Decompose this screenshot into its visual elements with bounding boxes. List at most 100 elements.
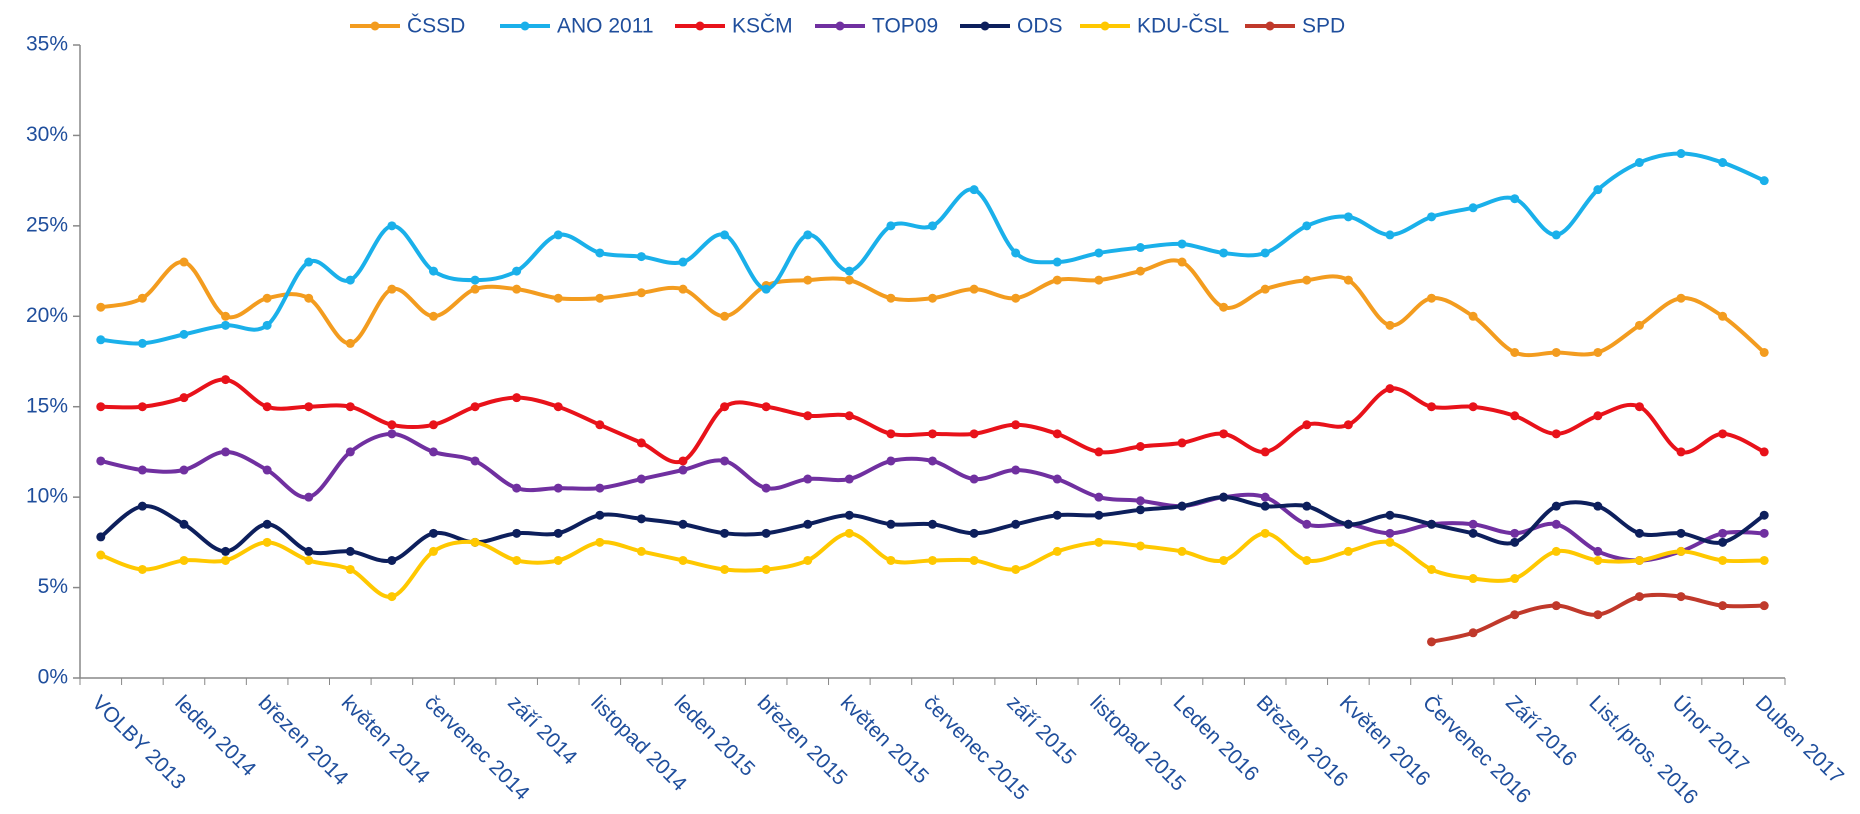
- data-point: [1759, 555, 1769, 565]
- data-point: [1094, 275, 1104, 285]
- legend-label: ODS: [1017, 15, 1063, 38]
- data-point: [1468, 311, 1478, 321]
- data-point: [1094, 447, 1104, 457]
- data-point: [1468, 628, 1478, 638]
- data-point: [304, 257, 314, 267]
- data-point: [1177, 546, 1187, 556]
- data-point: [387, 555, 397, 565]
- data-point: [1468, 519, 1478, 529]
- data-point: [1676, 528, 1686, 538]
- data-point: [1011, 465, 1021, 475]
- data-point: [1219, 492, 1229, 502]
- data-point: [1427, 637, 1437, 647]
- data-point: [1302, 519, 1312, 529]
- data-point: [844, 474, 854, 484]
- data-point: [1593, 546, 1603, 556]
- data-point: [761, 564, 771, 574]
- data-point: [512, 555, 522, 565]
- data-point: [137, 564, 147, 574]
- data-point: [928, 555, 937, 565]
- data-point: [928, 429, 937, 439]
- data-point: [886, 555, 896, 565]
- x-tick-label: Duben 2017: [1751, 691, 1848, 788]
- data-point: [428, 420, 438, 430]
- data-point: [595, 420, 605, 430]
- data-point: [1302, 420, 1312, 430]
- data-point: [221, 447, 231, 457]
- data-point: [1593, 501, 1603, 511]
- data-point: [720, 402, 730, 412]
- data-point: [928, 221, 937, 231]
- data-point: [387, 420, 397, 430]
- data-point: [470, 456, 480, 466]
- data-point: [1260, 447, 1270, 457]
- data-point: [720, 311, 730, 321]
- data-point: [1343, 546, 1353, 556]
- data-point: [803, 275, 813, 285]
- data-point: [928, 456, 937, 466]
- data-point: [1510, 194, 1520, 204]
- data-point: [595, 510, 605, 520]
- data-point: [761, 402, 771, 412]
- data-point: [262, 519, 272, 529]
- y-tick-label: 15%: [26, 394, 68, 417]
- data-point: [1593, 347, 1603, 357]
- data-point: [1260, 248, 1270, 258]
- data-point: [969, 185, 979, 195]
- data-point: [262, 320, 272, 330]
- data-point: [1219, 302, 1229, 312]
- data-point: [969, 555, 979, 565]
- legend-label: ANO 2011: [557, 15, 654, 38]
- data-point: [1759, 447, 1769, 457]
- data-point: [636, 288, 646, 298]
- data-point: [886, 519, 896, 529]
- data-point: [512, 284, 522, 294]
- data-point: [179, 465, 189, 475]
- data-point: [1676, 149, 1686, 159]
- data-point: [1135, 442, 1145, 452]
- data-point: [595, 483, 605, 493]
- data-point: [221, 311, 231, 321]
- data-point: [636, 474, 646, 484]
- data-point: [221, 555, 231, 565]
- legend-marker: [520, 21, 530, 31]
- data-point: [387, 221, 397, 231]
- data-point: [1468, 574, 1478, 584]
- data-point: [512, 528, 522, 538]
- data-point: [137, 338, 147, 348]
- data-point: [1551, 501, 1561, 511]
- data-point: [1551, 347, 1561, 357]
- data-point: [1551, 429, 1561, 439]
- data-point: [720, 456, 730, 466]
- data-point: [1759, 176, 1769, 186]
- data-point: [1510, 347, 1520, 357]
- legend-label: ČSSD: [407, 15, 465, 38]
- data-point: [221, 375, 231, 385]
- legend-label: KSČM: [732, 15, 793, 38]
- data-point: [1052, 257, 1062, 267]
- data-point: [595, 248, 605, 258]
- data-point: [96, 550, 106, 560]
- data-point: [1011, 564, 1021, 574]
- data-point: [844, 275, 854, 285]
- data-point: [262, 293, 272, 303]
- data-point: [1094, 510, 1104, 520]
- data-point: [553, 402, 563, 412]
- data-point: [969, 284, 979, 294]
- data-point: [1718, 429, 1728, 439]
- data-point: [844, 411, 854, 421]
- data-point: [1759, 510, 1769, 520]
- data-point: [345, 402, 355, 412]
- data-point: [96, 456, 106, 466]
- legend-marker: [695, 21, 705, 31]
- data-point: [1676, 293, 1686, 303]
- data-point: [928, 519, 937, 529]
- data-point: [1177, 239, 1187, 249]
- data-point: [844, 528, 854, 538]
- data-point: [1219, 555, 1229, 565]
- data-point: [1011, 248, 1021, 258]
- data-point: [1177, 438, 1187, 448]
- data-point: [886, 429, 896, 439]
- data-point: [720, 528, 730, 538]
- data-point: [1634, 528, 1644, 538]
